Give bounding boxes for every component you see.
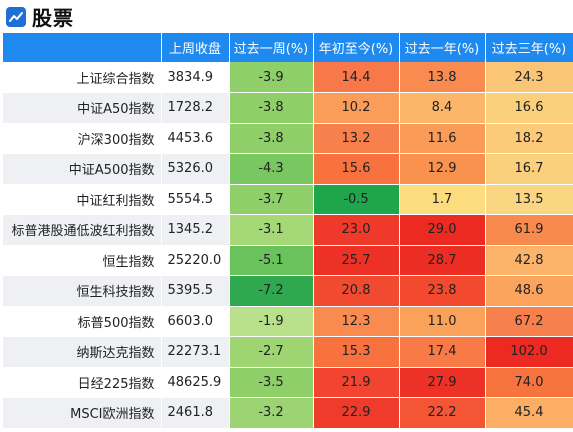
cell-past-week: -1.9 — [229, 306, 314, 337]
cell-ytd: -0.5 — [313, 184, 400, 215]
index-name: MSCI欧洲指数 — [3, 397, 162, 429]
cell-ytd: 25.7 — [313, 245, 400, 276]
cell-past-year: 1.7 — [399, 184, 486, 215]
cell-last-close: 48625.9 — [161, 367, 230, 398]
cell-last-close: 6603.0 — [161, 306, 230, 337]
cell-past-three-years: 102.0 — [485, 336, 573, 368]
cell-past-year: 27.9 — [399, 367, 486, 398]
cell-ytd: 21.9 — [313, 367, 400, 398]
index-name: 沪深300指数 — [3, 123, 162, 154]
cell-past-year: 17.4 — [399, 336, 486, 368]
cell-past-year: 28.7 — [399, 245, 486, 276]
cell-past-year: 29.0 — [399, 214, 486, 246]
cell-last-close: 1728.2 — [161, 92, 230, 124]
cell-last-close: 4453.6 — [161, 123, 230, 154]
table-row: 恒生指数 25220.0 -5.1 25.7 28.7 42.8 — [3, 245, 573, 276]
header-past-week: 过去一周(%) — [229, 33, 314, 62]
index-name: 中证红利指数 — [3, 184, 162, 215]
cell-past-three-years: 13.5 — [485, 184, 573, 215]
section-header: 股票 — [0, 0, 573, 33]
cell-past-year: 12.9 — [399, 153, 486, 185]
index-name: 中证A500指数 — [3, 153, 162, 185]
cell-past-three-years: 61.9 — [485, 214, 573, 246]
table-row: MSCI欧洲指数 2461.8 -3.2 22.9 22.2 45.4 — [3, 397, 573, 429]
trend-line-icon — [9, 11, 23, 22]
index-name: 恒生指数 — [3, 245, 162, 276]
cell-last-close: 25220.0 — [161, 245, 230, 276]
table-row: 日经225指数 48625.9 -3.5 21.9 27.9 74.0 — [3, 367, 573, 398]
cell-past-week: -2.7 — [229, 336, 314, 368]
cell-past-week: -3.9 — [229, 62, 314, 93]
index-name: 纳斯达克指数 — [3, 336, 162, 368]
cell-past-year: 8.4 — [399, 92, 486, 124]
cell-past-three-years: 45.4 — [485, 397, 573, 429]
cell-past-week: -3.1 — [229, 214, 314, 246]
cell-past-three-years: 16.7 — [485, 153, 573, 185]
cell-past-week: -7.2 — [229, 275, 314, 307]
cell-past-three-years: 67.2 — [485, 306, 573, 337]
cell-past-three-years: 42.8 — [485, 245, 573, 276]
cell-ytd: 20.8 — [313, 275, 400, 307]
cell-ytd: 13.2 — [313, 123, 400, 154]
table-row: 中证红利指数 5554.5 -3.7 -0.5 1.7 13.5 — [3, 184, 573, 215]
index-name: 上证综合指数 — [3, 62, 162, 93]
cell-last-close: 1345.2 — [161, 214, 230, 246]
cell-past-three-years: 74.0 — [485, 367, 573, 398]
cell-past-week: -3.8 — [229, 92, 314, 124]
table-row: 标普港股通低波红利指数 1345.2 -3.1 23.0 29.0 61.9 — [3, 214, 573, 246]
index-name: 标普港股通低波红利指数 — [3, 214, 162, 246]
cell-last-close: 22273.1 — [161, 336, 230, 368]
cell-past-year: 22.2 — [399, 397, 486, 429]
cell-last-close: 3834.9 — [161, 62, 230, 93]
cell-ytd: 22.9 — [313, 397, 400, 429]
table-row: 标普500指数 6603.0 -1.9 12.3 11.0 67.2 — [3, 306, 573, 337]
header-past-year: 过去一年(%) — [399, 33, 486, 62]
stock-index-table: 上周收盘 过去一周(%) 年初至今(%) 过去一年(%) 过去三年(%) 上证综… — [3, 33, 573, 429]
cell-past-three-years: 48.6 — [485, 275, 573, 307]
cell-last-close: 5326.0 — [161, 153, 230, 185]
cell-past-week: -3.8 — [229, 123, 314, 154]
cell-past-year: 11.6 — [399, 123, 486, 154]
table-row: 恒生科技指数 5395.5 -7.2 20.8 23.8 48.6 — [3, 275, 573, 307]
cell-past-three-years: 24.3 — [485, 62, 573, 93]
cell-past-three-years: 16.6 — [485, 92, 573, 124]
page-title: 股票 — [32, 6, 74, 30]
chart-trend-icon — [6, 6, 26, 27]
index-name: 标普500指数 — [3, 306, 162, 337]
index-name: 中证A50指数 — [3, 92, 162, 124]
cell-ytd: 23.0 — [313, 214, 400, 246]
index-name: 恒生科技指数 — [3, 275, 162, 307]
cell-ytd: 15.6 — [313, 153, 400, 185]
cell-past-week: -3.7 — [229, 184, 314, 215]
table-row: 中证A50指数 1728.2 -3.8 10.2 8.4 16.6 — [3, 92, 573, 124]
header-last-close: 上周收盘 — [161, 33, 230, 62]
header-past-three-years: 过去三年(%) — [485, 33, 573, 62]
header-name-column — [3, 33, 162, 62]
cell-last-close: 2461.8 — [161, 397, 230, 429]
table-row: 中证A500指数 5326.0 -4.3 15.6 12.9 16.7 — [3, 153, 573, 185]
cell-past-week: -5.1 — [229, 245, 314, 276]
header-ytd: 年初至今(%) — [313, 33, 400, 62]
cell-ytd: 15.3 — [313, 336, 400, 368]
cell-past-year: 11.0 — [399, 306, 486, 337]
cell-last-close: 5554.5 — [161, 184, 230, 215]
cell-ytd: 12.3 — [313, 306, 400, 337]
cell-past-week: -4.3 — [229, 153, 314, 185]
table-row: 上证综合指数 3834.9 -3.9 14.4 13.8 24.3 — [3, 62, 573, 93]
table-row: 纳斯达克指数 22273.1 -2.7 15.3 17.4 102.0 — [3, 336, 573, 368]
cell-past-week: -3.5 — [229, 367, 314, 398]
table-header-row: 上周收盘 过去一周(%) 年初至今(%) 过去一年(%) 过去三年(%) — [3, 33, 573, 62]
cell-past-week: -3.2 — [229, 397, 314, 429]
cell-ytd: 14.4 — [313, 62, 400, 93]
cell-last-close: 5395.5 — [161, 275, 230, 307]
table-row: 沪深300指数 4453.6 -3.8 13.2 11.6 18.2 — [3, 123, 573, 154]
cell-past-year: 23.8 — [399, 275, 486, 307]
cell-past-three-years: 18.2 — [485, 123, 573, 154]
cell-ytd: 10.2 — [313, 92, 400, 124]
index-name: 日经225指数 — [3, 367, 162, 398]
cell-past-year: 13.8 — [399, 62, 486, 93]
